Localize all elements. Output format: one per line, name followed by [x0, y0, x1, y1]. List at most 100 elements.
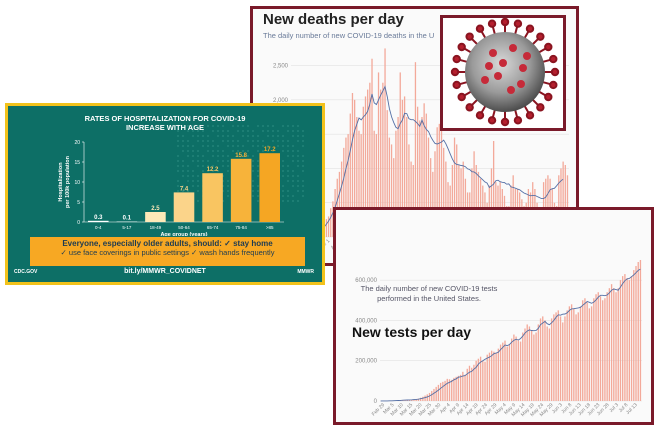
map-dot: [227, 135, 229, 137]
map-dot: [187, 165, 189, 167]
map-dot: [212, 140, 214, 142]
tests-bar: [524, 328, 526, 401]
map-dot: [252, 165, 254, 167]
tests-bar: [433, 388, 435, 401]
map-dot: [237, 140, 239, 142]
mmwr-logo: MMWR: [297, 269, 314, 275]
deaths-bar: [434, 151, 436, 237]
tests-bar: [619, 280, 622, 401]
map-dot: [252, 130, 254, 132]
tests-bar: [499, 344, 502, 401]
map-dot: [202, 140, 204, 142]
tests-bar: [486, 354, 488, 401]
tests-bar: [488, 352, 491, 401]
deaths-bar: [388, 137, 391, 237]
tests-bar: [575, 314, 577, 401]
map-dot: [282, 195, 284, 197]
map-dot: [277, 135, 279, 137]
prevention-banner: Everyone, especially older adults, shoul…: [30, 237, 305, 266]
map-dot: [222, 150, 224, 152]
virus-surface-protein: [489, 49, 497, 57]
map-dot: [247, 155, 249, 157]
map-dot: [217, 125, 219, 127]
tests-bar: [599, 296, 602, 401]
deaths-bar: [408, 144, 410, 237]
map-dot: [187, 130, 189, 132]
deaths-bar: [393, 158, 395, 237]
map-dot: [302, 155, 304, 157]
map-dot: [197, 165, 199, 167]
tests-bar: [597, 292, 599, 401]
map-dot: [212, 165, 214, 167]
deaths-bar: [406, 117, 408, 237]
hosp-category-label: 0-4: [95, 225, 102, 230]
tests-bar: [628, 280, 631, 401]
tests-bar: [519, 341, 522, 401]
tests-bar: [473, 364, 475, 401]
map-dot: [187, 125, 189, 127]
map-dot: [202, 135, 204, 137]
virus-spike-tip: [549, 54, 558, 64]
map-dot: [177, 190, 179, 192]
map-dot: [262, 150, 264, 152]
map-dot: [182, 175, 184, 177]
map-dot: [187, 145, 189, 147]
map-dot: [277, 130, 279, 132]
hosp-value-label: 0.3: [94, 215, 103, 221]
map-dot: [282, 150, 284, 152]
map-dot: [227, 190, 229, 192]
map-dot: [177, 155, 179, 157]
map-dot: [202, 130, 204, 132]
map-dot: [217, 170, 219, 172]
map-dot: [207, 170, 209, 172]
map-dot: [217, 150, 219, 152]
map-dot: [262, 140, 264, 142]
tests-bar: [577, 312, 579, 401]
virus-surface-protein: [509, 44, 517, 52]
tests-bar: [428, 392, 431, 401]
map-dot: [192, 185, 194, 187]
deaths-bar: [547, 175, 549, 237]
map-dot: [177, 160, 179, 162]
hosp-category-label: 75-84: [235, 225, 247, 230]
deaths-bar: [473, 151, 475, 237]
virus-spike-tip: [475, 24, 485, 33]
deaths-bar: [512, 175, 514, 237]
tests-x-tick-label: Jul 3: [608, 402, 620, 414]
prevention-banner-line2: ✓ use face coverings in public settings …: [60, 248, 275, 257]
deaths-bar: [471, 168, 473, 237]
deaths-bar: [371, 58, 373, 237]
virus-spike-tip: [475, 111, 485, 120]
tests-bar: [615, 292, 617, 401]
tests-bar: [542, 316, 544, 401]
map-dot: [282, 190, 284, 192]
map-dot: [302, 190, 304, 192]
tests-bar: [417, 398, 420, 401]
map-dot: [182, 165, 184, 167]
map-dot: [302, 185, 304, 187]
map-dot: [292, 180, 294, 182]
mmwr-link[interactable]: bit.ly/MMWR_COVIDNET: [124, 268, 206, 275]
deaths-bar: [401, 99, 404, 237]
map-dot: [202, 160, 204, 162]
map-dot: [207, 165, 209, 167]
tests-bar: [555, 312, 557, 401]
tests-bar: [586, 302, 588, 401]
map-dot: [292, 195, 294, 197]
map-dot: [287, 140, 289, 142]
tests-bar: [637, 262, 639, 401]
tests-bar: [633, 270, 635, 401]
deaths-bar: [432, 171, 434, 237]
deaths-bar: [399, 72, 401, 237]
deaths-bar: [360, 134, 362, 237]
map-dot: [197, 140, 199, 142]
virus-spike-tip: [465, 103, 474, 112]
map-dot: [192, 150, 194, 152]
tests-bar: [546, 326, 548, 401]
hosp-value-label: 17.2: [264, 147, 276, 153]
hosp-category-label: 5-17: [122, 225, 132, 230]
map-dot: [272, 150, 274, 152]
map-dot: [302, 170, 304, 172]
virus-spike-tip: [452, 54, 461, 64]
map-dot: [257, 135, 259, 137]
